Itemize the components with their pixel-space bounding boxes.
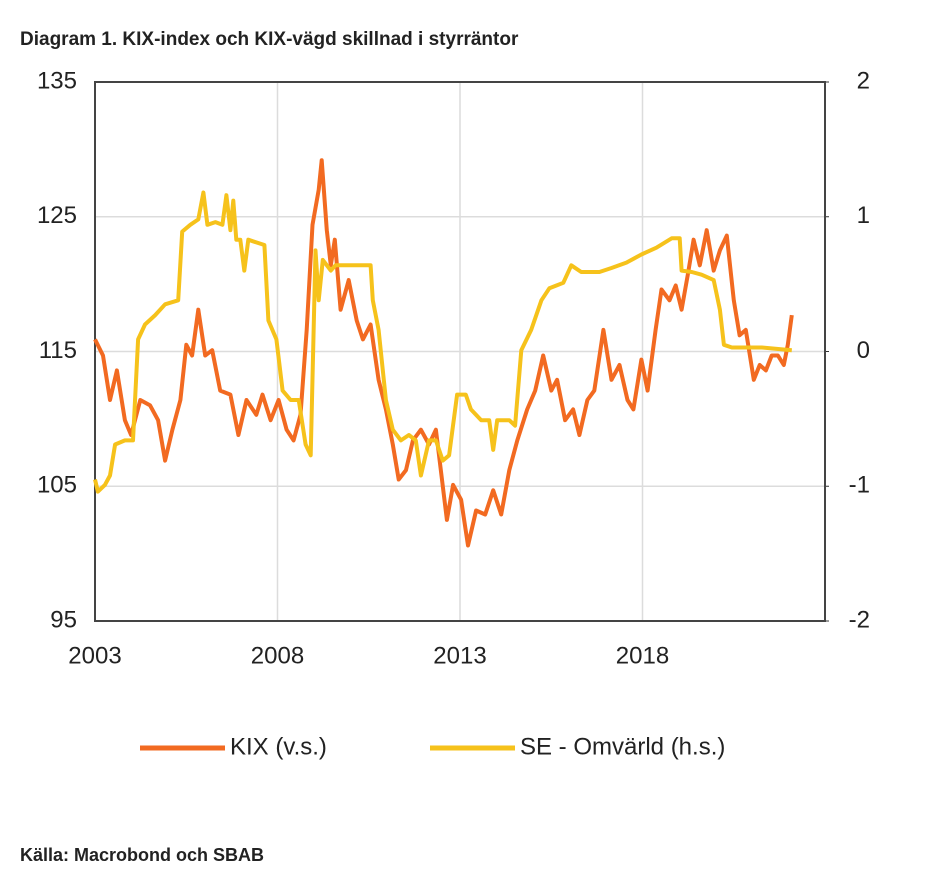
data-line — [93, 190, 792, 494]
plot-frame — [94, 81, 826, 622]
y2-tick-label: -1 — [849, 472, 870, 499]
y2-tick-label: 2 — [857, 67, 870, 94]
x-tick-label: 2013 — [433, 642, 486, 669]
legend-label: SE - Omvärld (h.s.) — [520, 733, 725, 760]
y-tick-label: 105 — [37, 472, 77, 499]
y-tick-label: 95 — [50, 606, 77, 633]
y2-tick-label: -2 — [849, 606, 870, 633]
y2-tick-label: 1 — [857, 202, 870, 229]
y-tick-label: 135 — [37, 67, 77, 94]
y-tick-label: 125 — [37, 202, 77, 229]
chart-title: Diagram 1. KIX-index och KIX-vägd skilln… — [20, 29, 519, 50]
y2-tick-label: 0 — [857, 337, 870, 364]
x-tick-label: 2018 — [616, 642, 669, 669]
data-line — [93, 158, 794, 548]
legend-label: KIX (v.s.) — [230, 733, 327, 760]
y-tick-label: 115 — [39, 337, 77, 364]
source-note: Källa: Macrobond och SBAB — [20, 845, 264, 865]
x-tick-label: 2003 — [68, 642, 121, 669]
x-tick-label: 2008 — [251, 642, 304, 669]
